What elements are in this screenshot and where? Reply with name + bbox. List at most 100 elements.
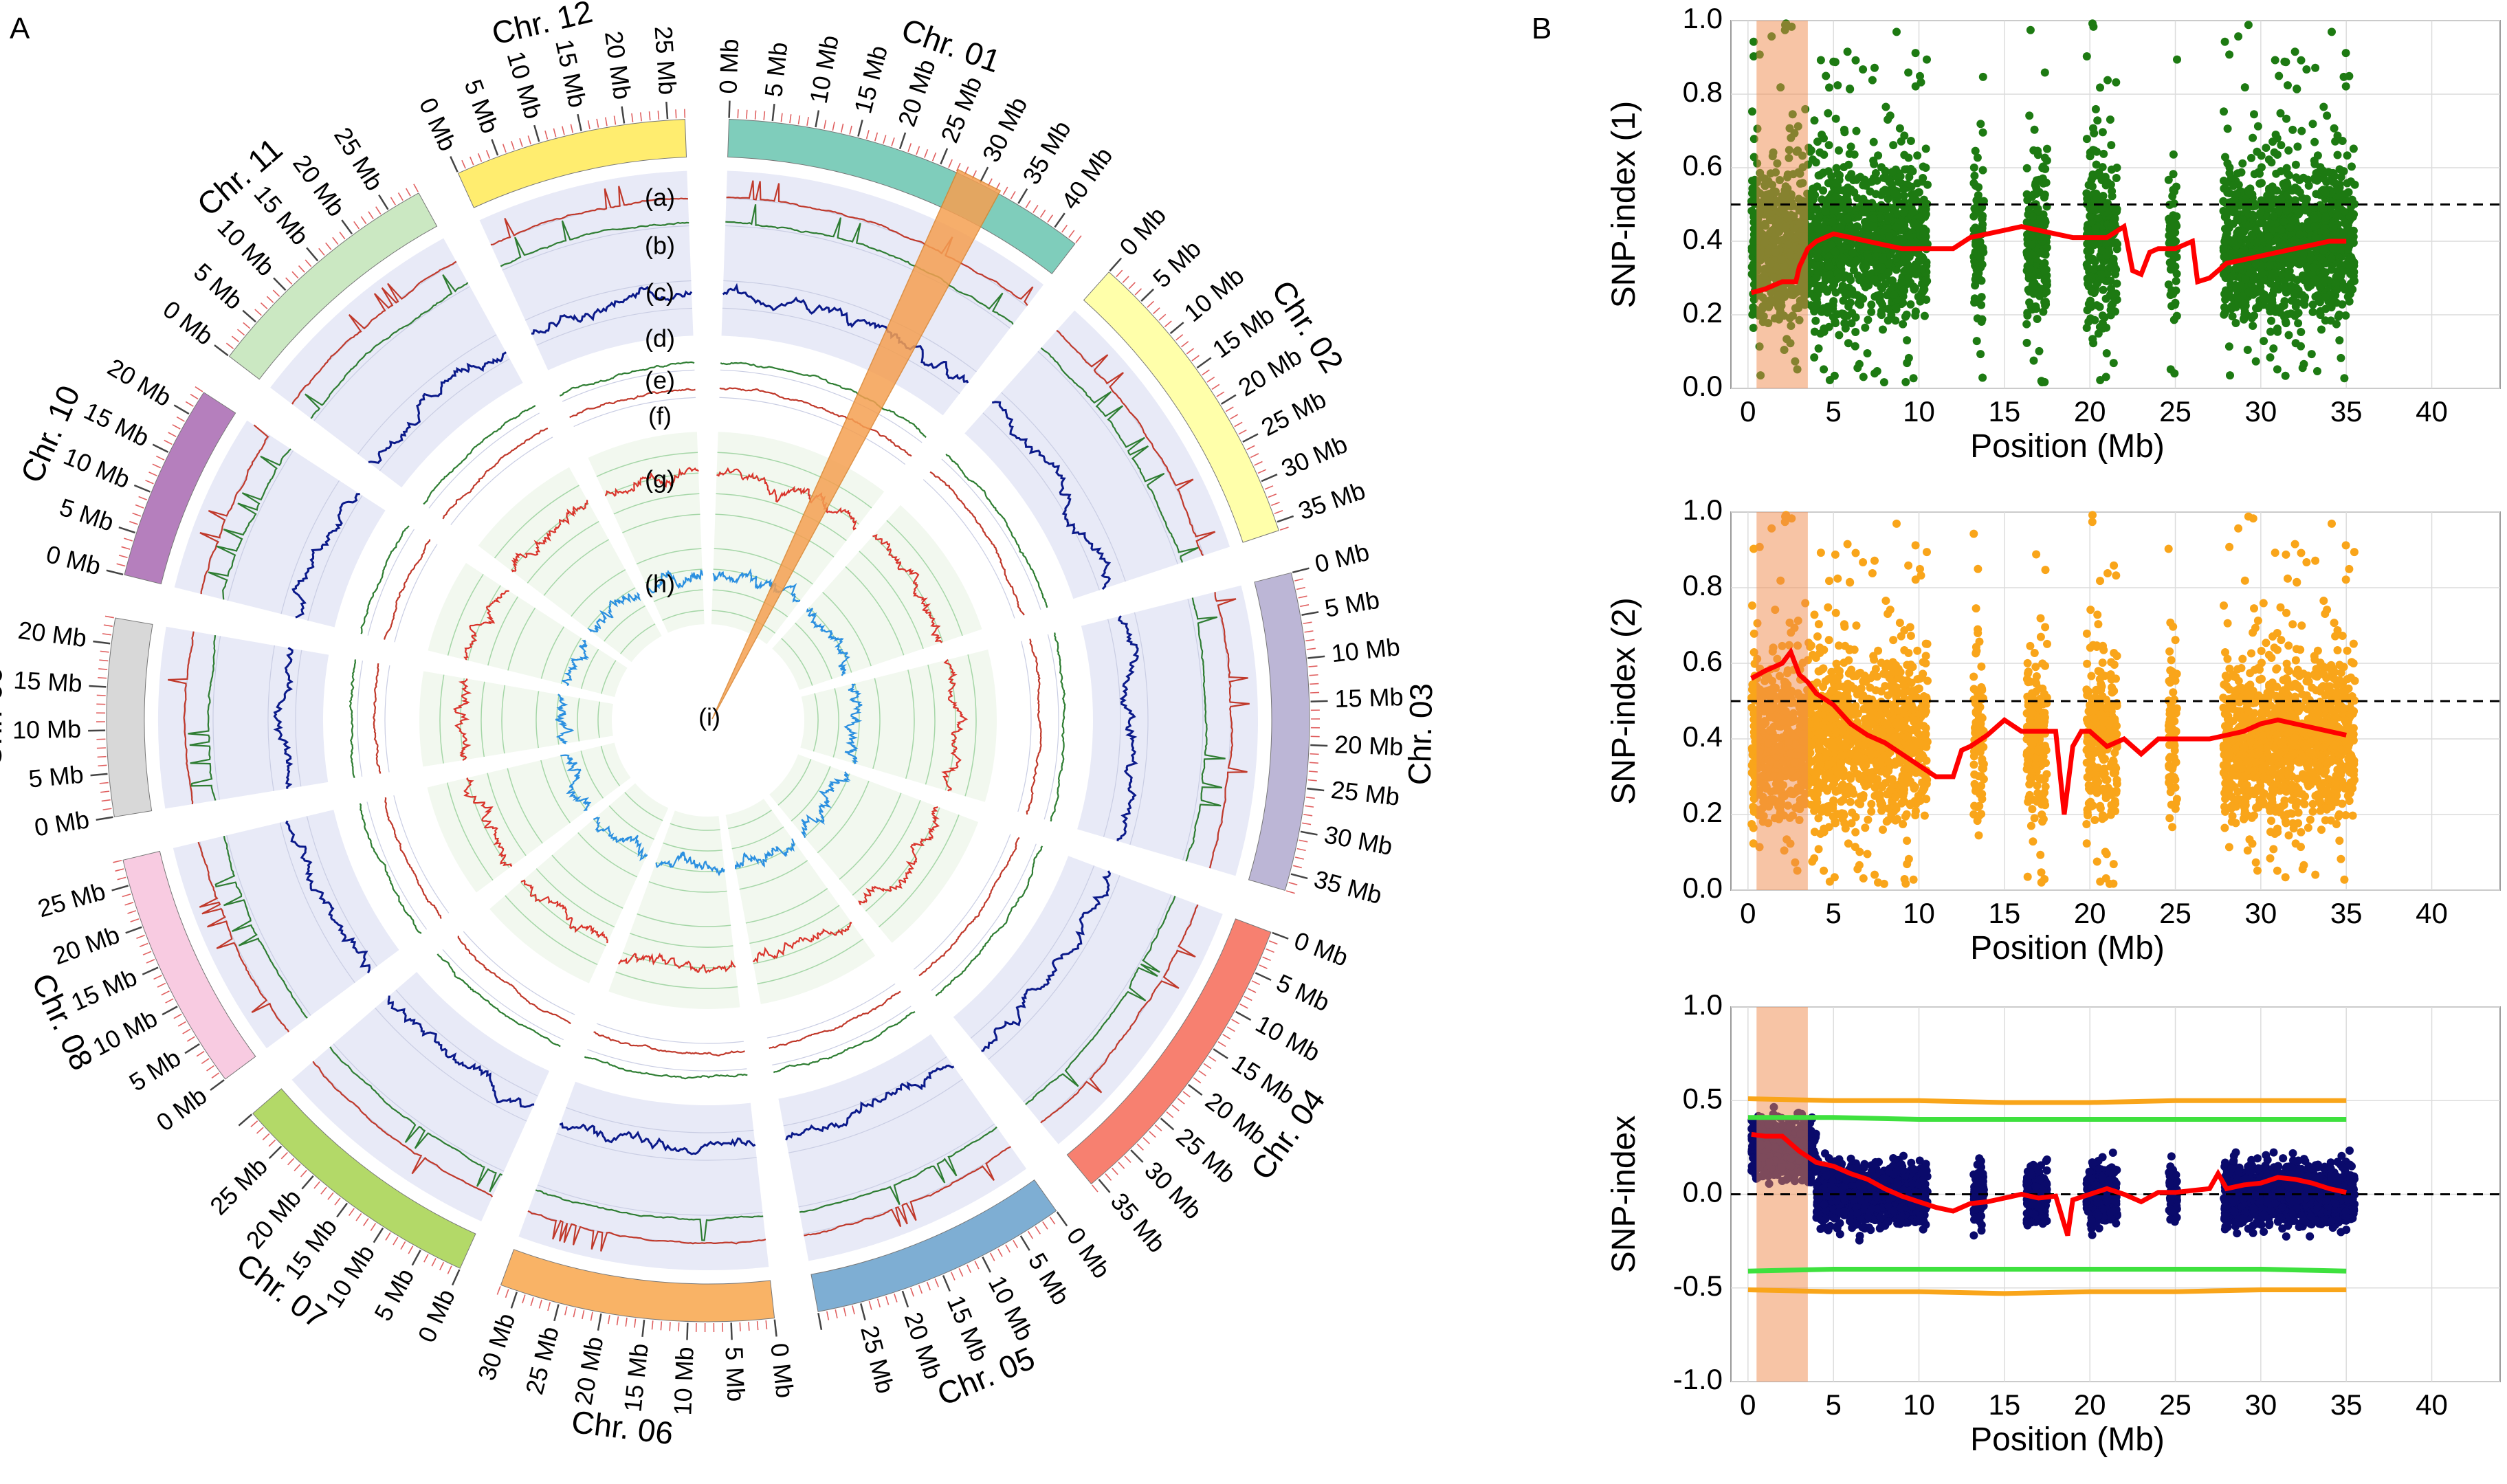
grid-ring (637, 913, 731, 927)
y-axis-title: SNP-index (1) (1606, 101, 1642, 308)
tick-mark (1154, 1124, 1162, 1131)
data-point (1970, 171, 1979, 180)
grid-ring (487, 596, 519, 666)
tick-mark (103, 624, 113, 627)
tick-mark (1238, 429, 1247, 435)
grid-ring (577, 698, 580, 742)
data-point (2311, 275, 2319, 284)
data-point (2220, 303, 2229, 312)
track-line (1025, 896, 1176, 1105)
data-point (2328, 198, 2337, 207)
tick-mark (1306, 647, 1316, 650)
data-point (1884, 316, 1892, 325)
tick-mark (505, 1289, 509, 1298)
tick-mark (1302, 822, 1312, 826)
tick-mark (894, 1293, 898, 1303)
data-point (1978, 72, 1987, 81)
data-point (1896, 172, 1905, 181)
data-point (2226, 371, 2234, 380)
tick-mark (1255, 972, 1272, 981)
data-point (2088, 335, 2097, 344)
track-label: (a) (645, 184, 675, 212)
grid-ring (722, 307, 960, 395)
track-line (329, 1046, 503, 1193)
data-point (1869, 137, 1878, 146)
data-point (2279, 283, 2288, 292)
x-axis-title: Position (Mb) (1970, 428, 2165, 465)
data-point (2082, 189, 2091, 198)
tick-mark (590, 1311, 593, 1321)
grid-ring (450, 436, 553, 525)
data-point (2266, 353, 2275, 362)
data-point (2220, 252, 2229, 261)
data-point (1809, 155, 1817, 164)
data-point (2249, 322, 2257, 330)
tick-mark (142, 951, 152, 955)
tick-label: 15 Mb (13, 665, 83, 697)
tick-mark (1049, 1216, 1056, 1225)
grid-ring (505, 895, 598, 965)
grid-ring (463, 931, 575, 1015)
grid-ring (212, 636, 221, 800)
data-point (1897, 217, 1906, 225)
tick-mark (254, 309, 262, 316)
plot-1: 0 5 10 15 20 25 30 35 400.00.20.40.60.81.0Positi… (1606, 2, 2501, 465)
grid-ring (931, 843, 1037, 991)
grid-ring (601, 660, 617, 694)
data-point (2269, 212, 2278, 221)
grid-ring (712, 589, 788, 618)
data-point (1818, 131, 1826, 139)
data-point (1809, 261, 1818, 269)
data-point (1813, 632, 1822, 641)
track-line (285, 820, 371, 973)
data-point (1864, 253, 1873, 262)
data-point (2266, 327, 2275, 336)
grid-ring (501, 685, 506, 754)
tick-mark (485, 150, 491, 159)
data-point (2222, 231, 2231, 240)
x-tick-label: 30 (2245, 395, 2277, 428)
tick-label: 5 Mb (124, 1043, 186, 1097)
tick-mark (225, 342, 234, 349)
data-point (1847, 319, 1856, 328)
tick-mark (1196, 357, 1212, 369)
data-point (1825, 577, 1833, 586)
data-point (1812, 274, 1821, 282)
tick-mark (1225, 406, 1234, 412)
data-point (1861, 283, 1870, 291)
data-point (1831, 317, 1840, 326)
tick-mark (161, 990, 170, 996)
data-point (2321, 188, 2330, 197)
y-tick-label: 0.6 (1683, 645, 1723, 677)
tick-mark (89, 685, 107, 688)
data-point (2297, 56, 2306, 65)
tick-mark (1175, 334, 1184, 341)
tick-mark (439, 1261, 445, 1271)
data-point (1878, 273, 1887, 282)
data-point (2273, 236, 2282, 245)
tick-mark (102, 633, 111, 636)
data-point (1810, 327, 1819, 336)
grid-ring (439, 674, 445, 764)
ideogram-band (457, 119, 687, 208)
tick-mark (876, 1298, 881, 1308)
data-point (2298, 222, 2307, 231)
data-point (1910, 219, 1919, 228)
grid-ring (739, 860, 808, 890)
tick-mark (1035, 1226, 1041, 1234)
data-point (1972, 271, 1980, 280)
grid-ring (537, 1184, 763, 1216)
data-point (2312, 291, 2321, 300)
track-line (167, 631, 195, 805)
data-point (2022, 320, 2031, 329)
grid-ring (536, 307, 692, 346)
tick-mark (393, 1237, 399, 1245)
track-line (753, 922, 852, 964)
tick-mark (1098, 1179, 1111, 1193)
data-point (1824, 195, 1833, 203)
tick-mark (104, 615, 114, 619)
track-line (918, 837, 1020, 977)
grid-ring (604, 605, 645, 642)
tick-mark (378, 194, 389, 210)
tick-mark (1304, 630, 1314, 633)
